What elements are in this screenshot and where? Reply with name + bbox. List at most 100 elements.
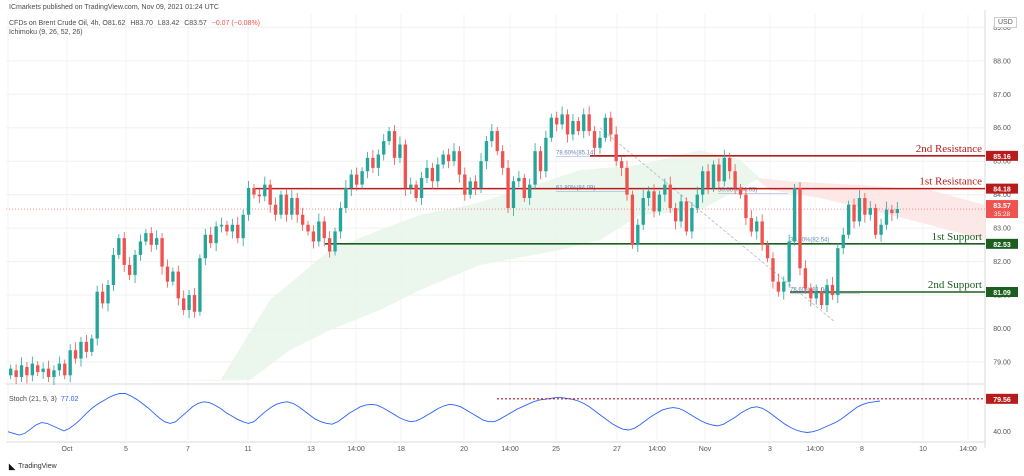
candle-body — [430, 167, 435, 182]
candle-body — [868, 208, 872, 215]
x-tick-label: 20 — [460, 446, 468, 453]
candle-body — [879, 224, 883, 235]
candle-body — [409, 184, 413, 188]
ohlc-low: L83.42 — [157, 20, 180, 27]
candle-body — [463, 174, 467, 195]
tradingview-logo[interactable]: ◣ TradingView — [9, 462, 57, 471]
ichimoku-cloud — [100, 150, 985, 381]
x-tick-label: 18 — [397, 446, 405, 453]
candle-body — [679, 201, 683, 222]
x-tick-label: Nov — [699, 446, 712, 453]
cloud-green — [100, 150, 760, 381]
candle-body — [100, 291, 105, 304]
candle-body — [582, 114, 586, 132]
candle-body — [300, 214, 305, 225]
ohlc-values: O81.62 H83.70 L83.42 C83.57 −0.07 (−0.08… — [102, 20, 263, 27]
stoch-legend[interactable]: Stoch (21, 5, 3) 77.02 — [9, 396, 78, 403]
candle-body — [138, 241, 143, 255]
candle-body — [257, 194, 262, 197]
candle-body — [560, 114, 564, 125]
level-price-text: 82.53 — [993, 242, 1011, 249]
stoch-axis-tick: 40.00 — [993, 429, 1011, 436]
candle-body — [571, 121, 575, 135]
candle-body — [765, 244, 770, 259]
stochastic-panel: 79.56 40.00 — [7, 393, 1018, 436]
candle-body — [333, 231, 337, 252]
x-tick-label: 10 — [919, 446, 927, 453]
candle-body — [809, 288, 813, 299]
candle-body — [355, 174, 359, 185]
candle-body — [890, 209, 894, 214]
stoch-name: Stoch (21, 5, 3) — [9, 396, 57, 403]
candle-body — [528, 184, 532, 198]
candle-body — [646, 191, 651, 198]
candle-body — [787, 241, 791, 282]
stoch-line — [7, 393, 881, 436]
candle-body — [873, 208, 878, 235]
candle-body — [457, 151, 462, 175]
candle-body — [322, 221, 326, 239]
candle-body — [95, 291, 99, 339]
candle-body — [538, 151, 543, 172]
candle-body — [738, 187, 743, 195]
candle-body — [327, 238, 332, 252]
tv-logo-text: TradingView — [18, 463, 57, 470]
candle-body — [576, 121, 581, 132]
candle-body — [755, 221, 759, 232]
x-tick-label: 13 — [307, 446, 315, 453]
candle-body — [603, 117, 608, 138]
candle-body — [636, 224, 640, 245]
candle-body — [365, 157, 370, 172]
candle-body — [154, 238, 159, 245]
candle-body — [598, 137, 602, 148]
candle-body — [625, 167, 629, 195]
y-tick-label: 85.00 — [993, 159, 1011, 166]
x-tick-label: 25 — [552, 446, 560, 453]
candle-body — [695, 194, 699, 209]
candle-body — [782, 281, 786, 292]
candle-body — [776, 281, 781, 292]
y-tick-label: 89.00 — [993, 25, 1011, 32]
candle-body — [84, 341, 89, 352]
candle-body — [376, 154, 380, 168]
candle-body — [90, 338, 94, 352]
candle-body — [290, 198, 294, 215]
candle-body — [733, 171, 737, 188]
candle-body — [387, 131, 391, 142]
time-axis[interactable]: Oct 5 7 11 13 14:00 18 20 14:00 25 27 14:00 Nov 3 14:0… — [62, 446, 977, 453]
candle-body — [425, 167, 429, 178]
x-tick-label: 11 — [244, 446, 251, 453]
y-tick-label: 88.00 — [993, 58, 1011, 65]
x-tick-label: 5 — [124, 446, 128, 453]
currency-button[interactable]: USD — [994, 17, 1017, 28]
candle-body — [792, 187, 797, 242]
candle-body — [641, 198, 645, 225]
price-axis[interactable]: 89.00 88.00 87.00 86.00 85.00 84.00 83.00 82.00… — [993, 25, 1011, 367]
candle-body — [160, 238, 164, 267]
candle-body — [517, 177, 521, 182]
candle-body — [452, 151, 456, 162]
y-tick-label: 83.00 — [993, 226, 1011, 233]
candle-body — [209, 234, 213, 244]
candle-body — [441, 154, 445, 165]
candle-body — [230, 224, 235, 232]
candle-body — [592, 131, 597, 148]
candle-body — [284, 194, 289, 215]
candle-body — [722, 157, 726, 182]
candle-body — [219, 224, 224, 227]
candle-body — [187, 295, 191, 311]
candle-body — [630, 194, 635, 245]
level-labels: 2nd Resistance 85.16 1st Resistance 84.18 1s… — [916, 143, 1018, 298]
gridlines — [6, 10, 986, 448]
candle-body — [506, 167, 510, 209]
indicator-legend[interactable]: Ichimoku (9, 26, 52, 26) — [9, 29, 83, 36]
candle-body — [46, 368, 51, 377]
candle-body — [236, 224, 240, 239]
candle-body — [268, 184, 272, 205]
candle-body — [652, 191, 656, 212]
candle-body — [673, 208, 678, 222]
candle-body — [273, 204, 278, 215]
y-tick-label: 82.00 — [993, 259, 1011, 266]
candle-body — [9, 368, 13, 376]
